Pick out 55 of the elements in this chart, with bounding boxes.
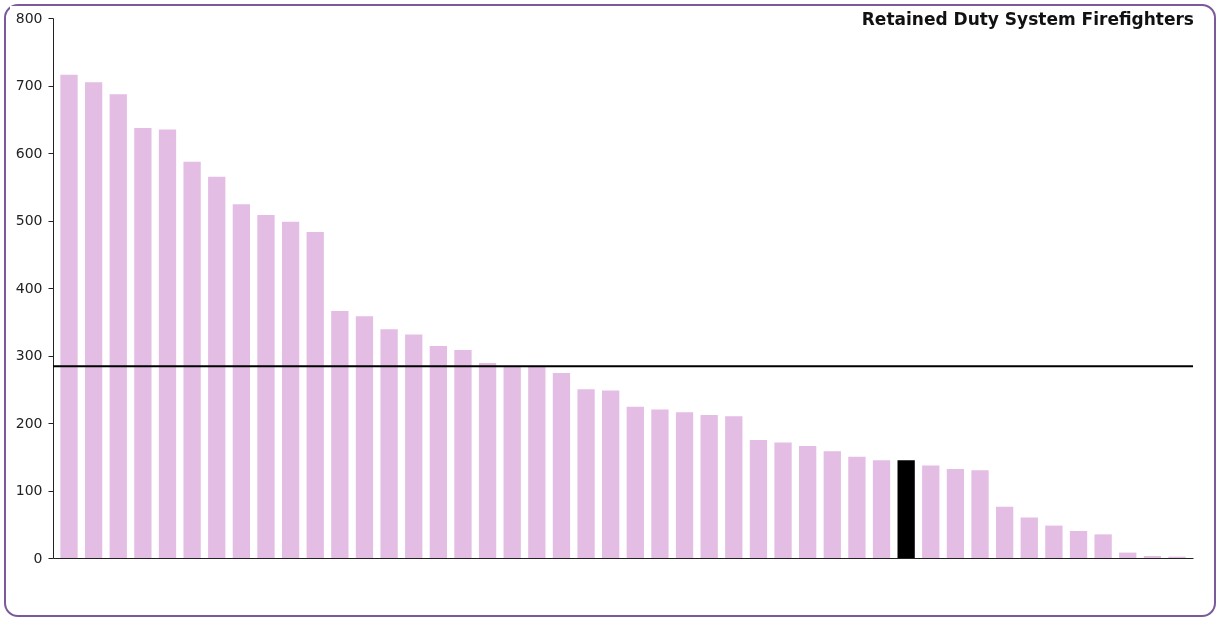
y-tick-label: 600 (15, 144, 43, 161)
y-tick-label: 400 (15, 279, 43, 296)
bar (208, 176, 226, 558)
bar (946, 468, 965, 558)
bar (725, 416, 743, 558)
bar (232, 204, 250, 558)
bar (552, 373, 571, 558)
bar (257, 215, 275, 558)
bar (109, 94, 127, 558)
y-tick-label: 100 (15, 482, 43, 498)
y-tick-label: 200 (15, 414, 43, 431)
bar (84, 82, 103, 558)
bar (134, 128, 152, 558)
bar (897, 460, 915, 558)
bar (675, 412, 694, 558)
bar (503, 366, 521, 558)
bar (1143, 555, 1162, 558)
bar (1045, 525, 1063, 558)
bar (183, 161, 201, 558)
bar (971, 470, 989, 558)
bar (602, 390, 620, 558)
bar (355, 316, 374, 558)
bar (306, 231, 324, 558)
bar (1094, 534, 1112, 558)
bar (922, 465, 940, 558)
bar (577, 389, 595, 558)
bar (626, 406, 644, 558)
bar (848, 456, 866, 558)
bar (429, 346, 447, 558)
bar (281, 221, 300, 558)
bar (799, 445, 817, 558)
bar (749, 439, 768, 558)
bar (1069, 531, 1088, 558)
y-tick-label: 500 (15, 212, 43, 228)
bar (405, 334, 423, 558)
chart-title: Retained Duty System Firefighters (861, 9, 1194, 29)
y-tick-label: 800 (15, 9, 43, 26)
bar (996, 506, 1014, 558)
bar (872, 460, 891, 558)
bar (774, 442, 792, 558)
bar (651, 409, 669, 558)
bar (380, 329, 398, 558)
bar (478, 362, 497, 558)
bar (700, 414, 718, 558)
bar (823, 451, 841, 558)
y-tick-label: 300 (15, 347, 43, 363)
bar (528, 366, 546, 558)
bar (1020, 517, 1038, 558)
bar (60, 74, 78, 558)
bar (1119, 552, 1137, 558)
y-tick-label: 0 (33, 549, 43, 566)
y-tick-label: 700 (15, 77, 43, 93)
bar (158, 129, 177, 558)
bar (331, 310, 349, 558)
bar (454, 350, 472, 558)
